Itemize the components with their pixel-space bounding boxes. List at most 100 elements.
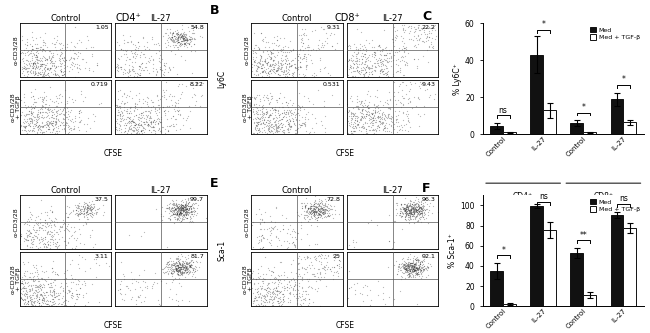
Point (380, 129, 391, 134)
Point (298, 266, 309, 271)
Point (172, 211, 182, 216)
Point (376, 67, 386, 73)
Point (59, 71, 70, 76)
Point (24, 293, 34, 299)
Point (400, 264, 410, 270)
Point (398, 262, 408, 268)
Point (385, 123, 396, 128)
Point (327, 92, 337, 98)
Y-axis label: α-CD3/28: α-CD3/28 (244, 207, 250, 237)
Point (74, 128, 85, 133)
Point (27, 276, 38, 282)
Point (406, 203, 416, 208)
Point (314, 203, 324, 208)
Point (384, 121, 395, 126)
Point (31, 233, 41, 238)
Point (31, 117, 42, 122)
Point (404, 270, 415, 275)
Point (74, 108, 85, 114)
Point (87, 51, 98, 56)
Point (268, 124, 278, 129)
Point (289, 242, 299, 247)
Point (358, 54, 368, 59)
Point (166, 37, 176, 42)
Point (38, 54, 49, 59)
Point (150, 128, 161, 134)
Point (46, 65, 57, 71)
Point (36, 107, 47, 112)
Point (361, 62, 372, 67)
Point (176, 32, 187, 38)
Point (60, 268, 70, 274)
Point (30, 70, 40, 75)
Point (185, 36, 195, 42)
Point (173, 83, 183, 88)
Point (356, 68, 367, 73)
Point (172, 261, 183, 266)
Point (274, 299, 285, 304)
Point (404, 207, 414, 212)
Point (20, 113, 30, 119)
Point (112, 88, 123, 93)
Point (178, 269, 188, 275)
Point (130, 104, 140, 109)
Point (150, 119, 161, 125)
Point (32, 127, 43, 133)
Point (27, 244, 37, 249)
Point (175, 111, 185, 116)
Point (263, 60, 274, 65)
Point (179, 204, 189, 209)
Point (136, 66, 147, 71)
Point (408, 208, 418, 213)
Point (264, 267, 274, 272)
Point (177, 35, 188, 40)
Point (383, 102, 393, 107)
Point (398, 110, 408, 116)
Point (367, 72, 377, 77)
Point (140, 64, 150, 70)
Point (27, 47, 37, 52)
Point (411, 207, 422, 213)
Point (27, 118, 37, 123)
Point (309, 74, 319, 79)
Point (406, 214, 417, 219)
Point (346, 112, 356, 117)
Point (75, 208, 86, 213)
Point (283, 240, 294, 245)
Point (75, 210, 86, 216)
Point (372, 87, 383, 93)
Point (385, 53, 396, 58)
Point (83, 207, 93, 213)
Point (255, 122, 265, 127)
Point (157, 56, 167, 62)
Point (356, 69, 367, 74)
Point (149, 41, 159, 46)
Point (298, 40, 308, 46)
Point (72, 203, 83, 208)
Point (136, 129, 146, 134)
Point (133, 114, 144, 119)
Point (399, 45, 410, 51)
Point (38, 130, 48, 135)
Point (20, 125, 31, 130)
Point (411, 211, 422, 217)
Point (414, 269, 424, 274)
Point (174, 209, 185, 214)
Point (282, 288, 293, 293)
Point (275, 66, 285, 71)
Point (68, 120, 78, 125)
Point (120, 61, 130, 67)
Point (250, 96, 260, 102)
Point (144, 127, 154, 132)
Point (356, 99, 366, 105)
Point (47, 41, 57, 46)
Point (171, 267, 181, 272)
Point (395, 206, 405, 212)
Point (414, 200, 424, 205)
Point (294, 64, 305, 70)
Point (178, 263, 188, 269)
Point (363, 65, 373, 70)
Point (307, 202, 318, 208)
Point (358, 131, 369, 137)
Point (32, 57, 42, 62)
